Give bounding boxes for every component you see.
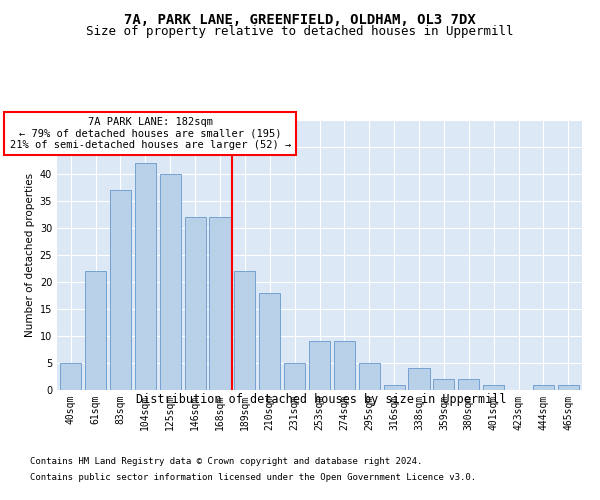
Bar [433, 379, 454, 390]
Y-axis label: Number of detached properties: Number of detached properties [25, 173, 35, 337]
Bar [533, 384, 554, 390]
Text: Distribution of detached houses by size in Uppermill: Distribution of detached houses by size … [136, 392, 506, 406]
Bar [383, 384, 405, 390]
Bar [483, 384, 504, 390]
Bar [185, 217, 206, 390]
Bar [259, 293, 280, 390]
Text: Size of property relative to detached houses in Uppermill: Size of property relative to detached ho… [86, 25, 514, 38]
Bar [334, 342, 355, 390]
Text: Contains public sector information licensed under the Open Government Licence v3: Contains public sector information licen… [30, 472, 476, 482]
Bar [458, 379, 479, 390]
Bar [558, 384, 579, 390]
Bar [85, 271, 106, 390]
Bar [309, 342, 330, 390]
Text: 7A PARK LANE: 182sqm
← 79% of detached houses are smaller (195)
21% of semi-deta: 7A PARK LANE: 182sqm ← 79% of detached h… [10, 117, 291, 150]
Bar [409, 368, 430, 390]
Bar [209, 217, 230, 390]
Bar [135, 163, 156, 390]
Text: 7A, PARK LANE, GREENFIELD, OLDHAM, OL3 7DX: 7A, PARK LANE, GREENFIELD, OLDHAM, OL3 7… [124, 12, 476, 26]
Bar [284, 363, 305, 390]
Text: Contains HM Land Registry data © Crown copyright and database right 2024.: Contains HM Land Registry data © Crown c… [30, 458, 422, 466]
Bar [359, 363, 380, 390]
Bar [110, 190, 131, 390]
Bar [60, 363, 81, 390]
Bar [160, 174, 181, 390]
Bar [234, 271, 256, 390]
